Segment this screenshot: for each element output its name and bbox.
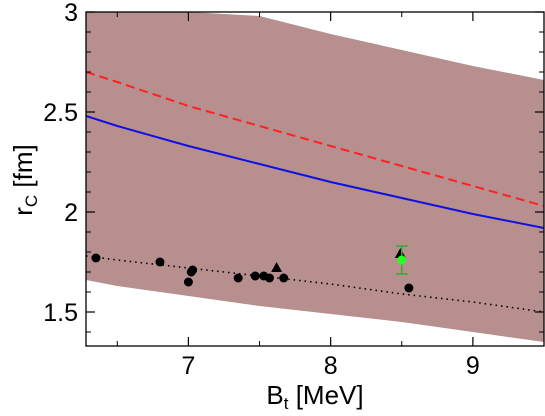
data-point-circle	[188, 265, 198, 275]
x-tick-label: 7	[181, 352, 195, 380]
curve-solid	[86, 115, 544, 229]
y-tick-label: 2	[64, 199, 78, 227]
curve-dotted	[86, 255, 544, 313]
y-tick-label: 1.5	[43, 299, 78, 327]
data-point-circle	[264, 273, 274, 283]
y-tick-label: 2.5	[43, 99, 78, 127]
data-point-circle	[91, 253, 101, 263]
x-axis-label: Bt [MeV]	[266, 380, 363, 413]
data-point-circle	[404, 283, 414, 293]
data-point-triangle	[394, 248, 406, 258]
data-point-error	[397, 255, 407, 265]
data-point-circle	[233, 273, 243, 283]
plot-area	[86, 12, 544, 342]
y-axis-label: rC [fm]	[8, 144, 41, 216]
data-point-triangle	[271, 262, 283, 272]
curve-dashed	[86, 71, 544, 207]
x-tick-label: 8	[324, 352, 338, 380]
plot-frame	[85, 11, 545, 347]
uncertainty-band	[86, 12, 544, 342]
x-tick-label: 9	[466, 352, 480, 380]
y-tick-label: 3	[64, 0, 78, 27]
axis-ticks: 7 8 9 1.5 2 2.5 3	[43, 0, 545, 380]
data-point-circle	[250, 271, 260, 281]
data-point-circle	[279, 273, 289, 283]
data-point-circle	[183, 277, 193, 287]
data-point-circle	[155, 257, 165, 267]
